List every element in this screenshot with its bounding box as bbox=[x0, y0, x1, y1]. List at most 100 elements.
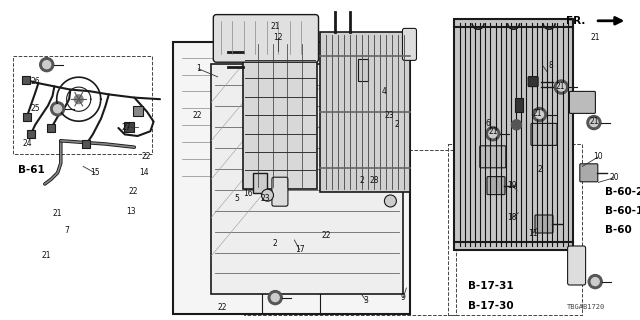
Text: 17: 17 bbox=[294, 245, 305, 254]
Bar bbox=[253, 173, 267, 193]
Text: 1: 1 bbox=[196, 64, 201, 73]
Bar bbox=[243, 42, 317, 189]
Text: 9: 9 bbox=[401, 293, 406, 302]
Circle shape bbox=[271, 294, 279, 302]
Text: 7: 7 bbox=[65, 226, 70, 235]
Bar bbox=[173, 42, 410, 314]
FancyBboxPatch shape bbox=[480, 146, 506, 168]
FancyBboxPatch shape bbox=[528, 76, 538, 87]
Circle shape bbox=[587, 116, 601, 130]
Text: 2: 2 bbox=[273, 239, 278, 248]
FancyBboxPatch shape bbox=[535, 215, 553, 233]
Circle shape bbox=[489, 130, 497, 138]
FancyBboxPatch shape bbox=[272, 177, 288, 206]
Text: B-60-2: B-60-2 bbox=[605, 187, 640, 197]
FancyBboxPatch shape bbox=[213, 15, 319, 62]
Bar bbox=[454, 19, 573, 250]
Circle shape bbox=[262, 189, 273, 201]
Text: 21: 21 bbox=[589, 117, 598, 126]
Text: 3: 3 bbox=[364, 296, 369, 305]
Circle shape bbox=[591, 278, 599, 286]
FancyBboxPatch shape bbox=[403, 28, 417, 60]
Circle shape bbox=[385, 195, 396, 207]
Bar bbox=[13, 56, 152, 154]
Bar bbox=[27, 131, 35, 138]
Text: 15: 15 bbox=[90, 168, 100, 177]
Circle shape bbox=[536, 110, 543, 118]
FancyBboxPatch shape bbox=[580, 164, 598, 182]
Text: TBGAB1720: TBGAB1720 bbox=[566, 304, 605, 310]
Text: 22: 22 bbox=[129, 188, 138, 196]
Circle shape bbox=[74, 95, 83, 104]
Circle shape bbox=[554, 80, 568, 94]
FancyBboxPatch shape bbox=[487, 177, 505, 195]
Text: 27: 27 bbox=[122, 123, 132, 132]
Text: 21: 21 bbox=[271, 22, 280, 31]
Text: 25: 25 bbox=[30, 104, 40, 113]
Text: 24: 24 bbox=[22, 140, 32, 148]
Bar bbox=[358, 59, 369, 81]
Text: 21: 21 bbox=[533, 109, 542, 118]
Circle shape bbox=[557, 83, 565, 91]
Bar bbox=[47, 124, 55, 132]
Bar bbox=[515, 98, 524, 112]
Text: 22: 22 bbox=[193, 111, 202, 120]
Circle shape bbox=[54, 105, 61, 113]
Text: 22: 22 bbox=[322, 231, 331, 240]
Text: 5: 5 bbox=[234, 194, 239, 203]
Text: B-60: B-60 bbox=[605, 225, 632, 236]
Text: 10: 10 bbox=[593, 152, 604, 161]
Text: 2: 2 bbox=[537, 165, 542, 174]
Text: 18: 18 bbox=[508, 213, 516, 222]
Text: 8: 8 bbox=[548, 61, 553, 70]
Text: 11: 11 bbox=[528, 229, 537, 238]
Circle shape bbox=[532, 108, 547, 122]
Text: 20: 20 bbox=[609, 173, 620, 182]
Circle shape bbox=[588, 275, 602, 289]
FancyBboxPatch shape bbox=[531, 124, 557, 145]
Text: 12: 12 bbox=[274, 33, 283, 42]
Text: B-60-1: B-60-1 bbox=[605, 206, 640, 216]
Circle shape bbox=[590, 118, 598, 126]
Text: 28: 28 bbox=[370, 176, 379, 185]
Text: 2: 2 bbox=[394, 120, 399, 129]
Text: 21: 21 bbox=[556, 82, 564, 91]
Text: 26: 26 bbox=[30, 77, 40, 86]
Bar bbox=[83, 140, 90, 148]
Text: 23: 23 bbox=[260, 194, 271, 203]
Text: 19: 19 bbox=[507, 181, 517, 190]
Bar bbox=[320, 32, 410, 192]
Text: 23: 23 bbox=[384, 111, 394, 120]
Text: 13: 13 bbox=[126, 207, 136, 216]
Bar bbox=[244, 150, 456, 315]
Bar bbox=[22, 76, 29, 84]
Text: 6: 6 bbox=[485, 119, 490, 128]
Circle shape bbox=[40, 58, 54, 72]
Circle shape bbox=[511, 120, 522, 130]
Circle shape bbox=[486, 127, 500, 141]
Bar bbox=[124, 122, 134, 132]
Text: 22: 22 bbox=[218, 303, 227, 312]
Bar bbox=[211, 64, 403, 294]
Text: 21: 21 bbox=[488, 127, 497, 136]
Text: B-61: B-61 bbox=[18, 164, 45, 175]
Bar bbox=[448, 144, 582, 315]
Text: 4: 4 bbox=[381, 87, 387, 96]
Bar bbox=[23, 113, 31, 121]
Bar bbox=[133, 106, 143, 116]
Bar bbox=[211, 198, 320, 314]
Text: 14: 14 bbox=[139, 168, 149, 177]
Text: B-17-30: B-17-30 bbox=[468, 300, 514, 311]
FancyBboxPatch shape bbox=[570, 92, 595, 113]
FancyBboxPatch shape bbox=[568, 246, 586, 285]
Text: B-17-31: B-17-31 bbox=[468, 281, 514, 292]
Text: 21: 21 bbox=[42, 251, 51, 260]
Text: 2: 2 bbox=[359, 176, 364, 185]
Text: 21: 21 bbox=[591, 33, 600, 42]
Text: 22: 22 bbox=[141, 152, 150, 161]
Circle shape bbox=[51, 102, 65, 116]
Text: 16: 16 bbox=[243, 189, 253, 198]
Circle shape bbox=[268, 291, 282, 305]
Text: 21: 21 bbox=[53, 209, 62, 218]
Text: FR.: FR. bbox=[566, 16, 586, 26]
